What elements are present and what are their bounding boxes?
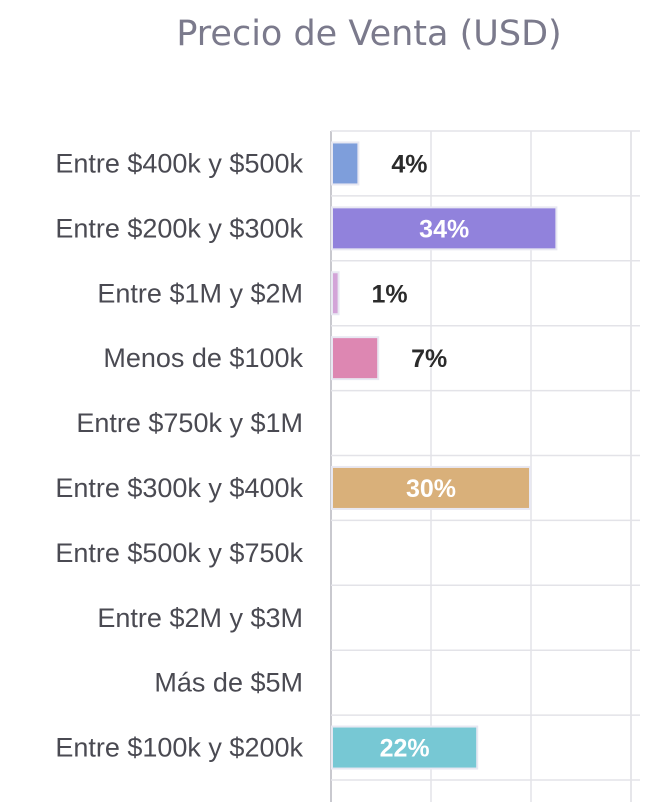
category-label: Entre $2M y $3M (97, 603, 303, 633)
value-label: 34% (419, 215, 469, 243)
value-label: 7% (411, 345, 447, 373)
bar (331, 725, 479, 770)
value-label: 4% (391, 150, 427, 178)
value-label: 30% (406, 475, 456, 503)
category-label: Entre $300k y $400k (55, 473, 303, 503)
bar (331, 465, 531, 510)
value-label: 1% (372, 280, 408, 308)
category-label: Menos de $100k (103, 343, 303, 373)
category-label: Entre $400k y $500k (55, 148, 303, 178)
bar (331, 336, 380, 381)
category-label: Entre $100k y $200k (55, 733, 303, 763)
value-label: 22% (380, 735, 430, 763)
category-label: Entre $750k y $1M (76, 408, 303, 438)
category-label: Entre $200k y $300k (55, 213, 303, 243)
category-label: Entre $500k y $750k (55, 538, 303, 568)
chart-title: Precio de Venta (USD) (176, 14, 562, 54)
category-label: Entre $1M y $2M (97, 278, 303, 308)
bar (331, 206, 558, 251)
category-label: Más de $5M (154, 668, 303, 698)
bar (331, 141, 360, 186)
bar (331, 271, 340, 316)
